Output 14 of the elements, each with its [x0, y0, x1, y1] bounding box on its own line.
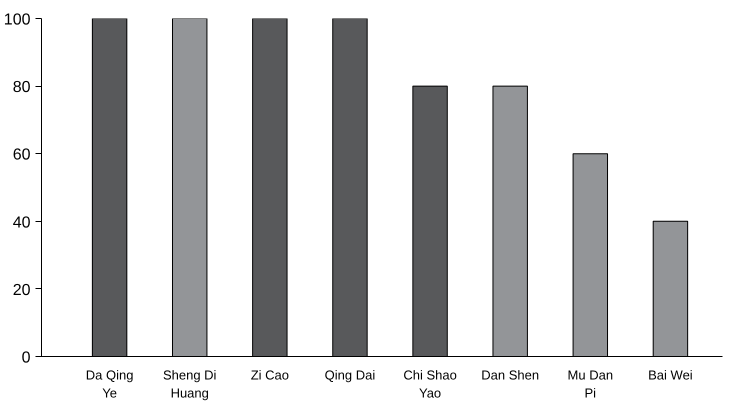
x-tick-label: Dan Shen	[481, 368, 540, 382]
y-tick-label: 100	[4, 12, 31, 28]
y-tick-label: 0	[22, 350, 31, 366]
y-tick-label: 80	[12, 79, 31, 96]
y-tick-label: 60	[12, 146, 31, 164]
x-tick-label: Chi Shao Yao	[403, 368, 457, 400]
y-tick-label: 20	[12, 282, 31, 299]
x-tick-label: Sheng Di Huang	[162, 368, 217, 400]
y-tick-label: 40	[12, 214, 31, 232]
x-tick-label: Bai Wei	[648, 368, 693, 382]
x-tick-label: Mu Dan Pi	[568, 368, 614, 400]
x-tick-label: Zi Cao	[250, 368, 289, 382]
x-tick-label: Qing Dai	[324, 368, 376, 382]
x-tick-label: Da Qing Ye	[86, 368, 134, 400]
